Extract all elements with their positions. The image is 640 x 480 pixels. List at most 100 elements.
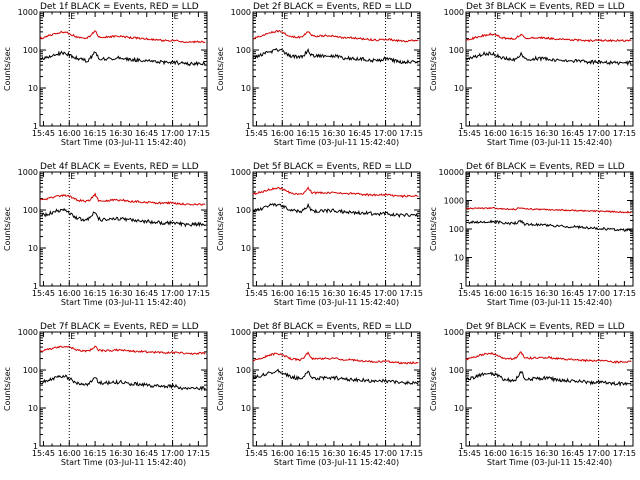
y-tick-label: 1000 <box>231 168 251 177</box>
x-tick-label: 16:45 <box>135 449 158 458</box>
x-tick-label: 16:45 <box>348 289 371 298</box>
x-tick-label: 15:45 <box>458 449 481 458</box>
x-axis-label: Start Time (03-Jul-11 15:42:40) <box>487 458 612 467</box>
x-tick-label: 17:15 <box>400 289 423 298</box>
x-tick-label: 17:15 <box>613 289 636 298</box>
x-axis-label: Start Time (03-Jul-11 15:42:40) <box>61 298 186 307</box>
x-tick-label: 17:00 <box>161 129 184 138</box>
y-tick-label: 1 <box>459 442 464 451</box>
y-tick-label: 100 <box>449 366 464 375</box>
y-tick-label: 1 <box>33 282 38 291</box>
x-axis-label: Start Time (03-Jul-11 15:42:40) <box>61 138 186 147</box>
y-tick-label: 1000 <box>231 8 251 17</box>
y-axis-label: Counts/sec <box>216 367 225 411</box>
x-tick-label: 16:00 <box>271 449 294 458</box>
y-tick-label: 1000 <box>444 197 464 206</box>
x-tick-label: 17:15 <box>187 129 210 138</box>
x-tick-label: 16:45 <box>561 289 584 298</box>
x-tick-label: 15:45 <box>245 449 268 458</box>
event-marker-label: E <box>283 332 288 341</box>
y-tick-label: 100 <box>449 46 464 55</box>
y-tick-label: 100 <box>236 206 251 215</box>
y-axis-label: Counts/sec <box>429 207 438 251</box>
x-tick-label: 16:00 <box>484 449 507 458</box>
chart-title: Det 9f BLACK = Events, RED = LLD <box>466 322 625 332</box>
x-tick-label: 16:45 <box>135 129 158 138</box>
lld-series-line <box>465 206 632 214</box>
events-series-line <box>39 374 206 392</box>
x-tick-label: 16:00 <box>484 289 507 298</box>
x-tick-label: 17:00 <box>374 449 397 458</box>
y-tick-label: 1 <box>246 442 251 451</box>
chart-title: Det 8f BLACK = Events, RED = LLD <box>253 322 412 332</box>
chart-panel-1: Det 1f BLACK = Events, RED = LLD 1 10 100 10… <box>3 2 210 147</box>
plot-frame <box>39 331 208 447</box>
x-tick-label: 16:30 <box>109 129 132 138</box>
lld-series-line <box>39 345 206 356</box>
y-tick-label: 1000 <box>18 328 38 337</box>
plot-frame <box>465 11 634 127</box>
lld-series-line <box>253 30 419 43</box>
x-tick-label: 16:30 <box>109 289 132 298</box>
x-tick-label: 16:45 <box>348 449 371 458</box>
x-axis-label: Start Time (03-Jul-11 15:42:40) <box>61 458 186 467</box>
y-tick-label: 100 <box>449 225 464 234</box>
y-axis-label: Counts/sec <box>429 47 438 91</box>
x-tick-label: 17:00 <box>587 289 610 298</box>
chart-panel-7: Det 7f BLACK = Events, RED = LLD 1 10 100 10… <box>3 322 210 467</box>
x-tick-label: 15:45 <box>245 129 268 138</box>
x-tick-label: 16:45 <box>561 449 584 458</box>
x-tick-label: 16:45 <box>135 289 158 298</box>
chart-title: Det 4f BLACK = Events, RED = LLD <box>40 162 199 172</box>
chart-title: Det 3f BLACK = Events, RED = LLD <box>466 2 625 12</box>
x-tick-label: 15:45 <box>458 129 481 138</box>
chart-panel-3: Det 3f BLACK = Events, RED = LLD 1 10 100 10… <box>429 2 636 147</box>
events-series-line <box>465 50 632 67</box>
y-tick-label: 10 <box>241 244 251 253</box>
lld-series-line <box>252 186 419 199</box>
plot-frame <box>39 171 208 287</box>
y-axis-label: Counts/sec <box>216 207 225 251</box>
x-tick-label: 16:00 <box>58 289 81 298</box>
y-tick-label: 1 <box>33 122 38 131</box>
lld-series-line <box>39 30 206 44</box>
x-tick-label: 16:15 <box>297 289 320 298</box>
event-marker-label: E <box>174 332 179 341</box>
y-tick-label: 100 <box>23 46 38 55</box>
event-marker-label: E <box>496 172 501 181</box>
x-tick-label: 17:00 <box>374 289 397 298</box>
x-tick-label: 16:15 <box>297 129 320 138</box>
x-tick-label: 16:15 <box>510 129 533 138</box>
x-tick-label: 15:45 <box>245 289 268 298</box>
y-tick-label: 10 <box>241 404 251 413</box>
y-tick-label: 10 <box>454 404 464 413</box>
x-tick-label: 16:00 <box>271 129 294 138</box>
x-tick-label: 16:00 <box>271 289 294 298</box>
chart-title: Det 6f BLACK = Events, RED = LLD <box>466 162 625 172</box>
x-axis-label: Start Time (03-Jul-11 15:42:40) <box>487 298 612 307</box>
y-tick-label: 1 <box>459 282 464 291</box>
x-tick-label: 17:15 <box>613 449 636 458</box>
x-tick-label: 17:00 <box>587 129 610 138</box>
x-tick-label: 15:45 <box>32 289 55 298</box>
x-tick-label: 16:00 <box>58 129 81 138</box>
y-tick-label: 1000 <box>444 328 464 337</box>
event-marker-label: E <box>496 12 501 21</box>
events-series-line <box>465 370 632 388</box>
event-marker-label: E <box>600 12 605 21</box>
x-tick-label: 16:15 <box>510 289 533 298</box>
events-series-line <box>252 368 419 386</box>
x-tick-label: 16:15 <box>297 449 320 458</box>
lld-series-line <box>465 351 632 364</box>
chart-title: Det 7f BLACK = Events, RED = LLD <box>40 322 199 332</box>
y-tick-label: 100 <box>23 366 38 375</box>
y-tick-label: 100 <box>23 206 38 215</box>
y-tick-label: 100 <box>236 366 251 375</box>
lld-series-line <box>465 32 632 43</box>
x-tick-label: 16:45 <box>561 129 584 138</box>
x-tick-label: 16:30 <box>535 449 558 458</box>
chart-title: Det 1f BLACK = Events, RED = LLD <box>40 2 199 12</box>
x-tick-label: 17:00 <box>161 449 184 458</box>
events-series-line <box>465 219 632 232</box>
x-axis-label: Start Time (03-Jul-11 15:42:40) <box>274 138 399 147</box>
